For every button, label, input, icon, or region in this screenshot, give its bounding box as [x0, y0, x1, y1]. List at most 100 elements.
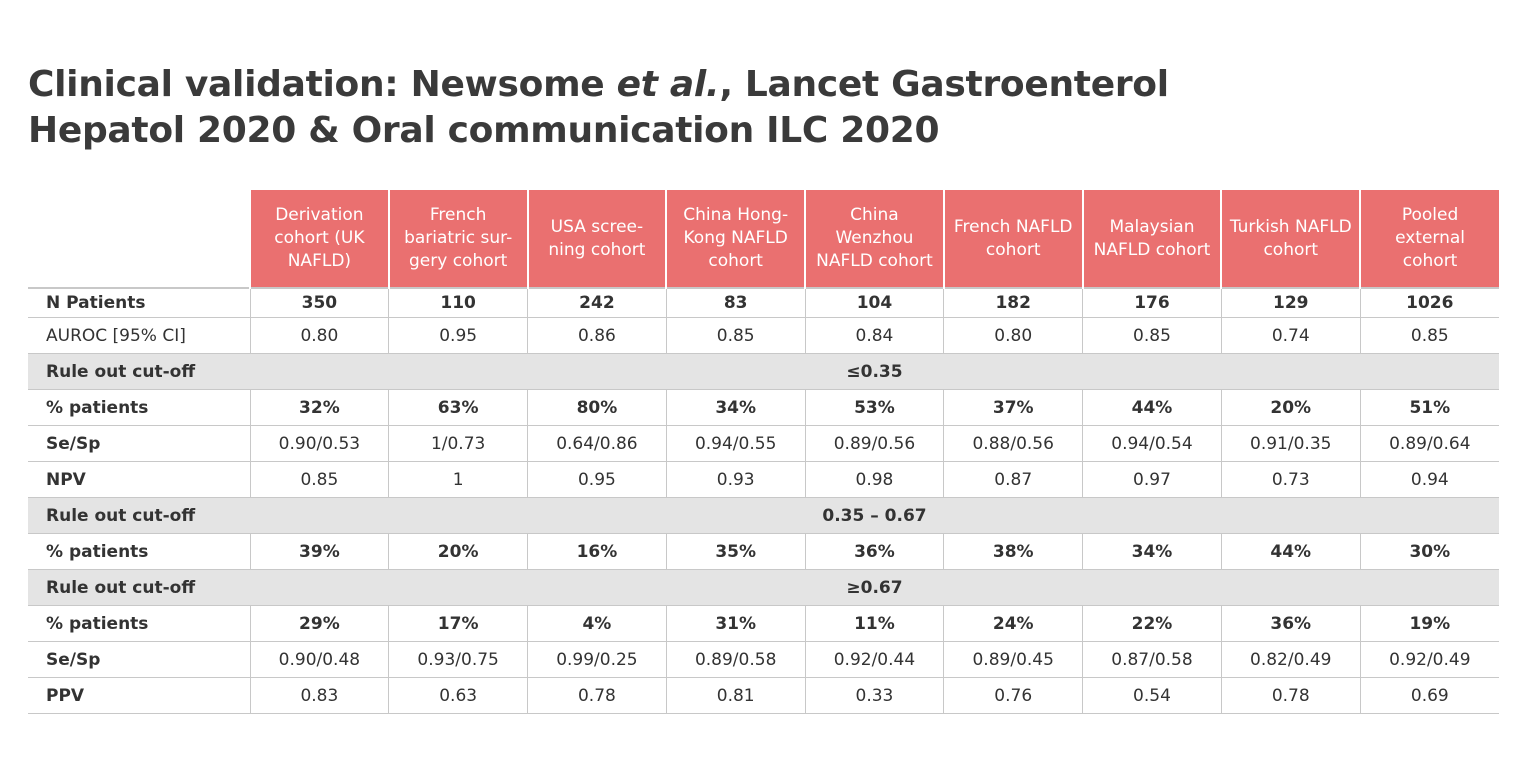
header-row: Derivation cohort (UK NAFLD) French baria…: [28, 190, 1499, 288]
title-line-2: Hepatol 2020 & Oral communication ILC 20…: [28, 110, 940, 151]
table-cell: 0.85: [249, 461, 389, 498]
table-cell: 0.94: [1359, 461, 1499, 498]
table-row: % patients 39% 20% 16% 35% 36% 38% 34% 44% 30%: [28, 533, 1499, 570]
table-cell: 0.89/0.58: [665, 641, 806, 678]
section-row: Rule out cut-off ≤0.35: [28, 353, 1499, 390]
column-header: USA scree-ning cohort: [526, 190, 667, 288]
table-cell: 0.92/0.44: [804, 641, 944, 678]
table-cell: 0.85: [1082, 317, 1222, 354]
table-cell: 32%: [249, 389, 389, 426]
table-cell: 37%: [943, 389, 1083, 426]
table-row: PPV 0.83 0.63 0.78 0.81 0.33 0.76 0.54 0.78 0.69: [28, 677, 1499, 714]
table-cell: 19%: [1359, 605, 1499, 642]
table-cell: 44%: [1220, 533, 1361, 570]
table-cell: 16%: [527, 533, 667, 570]
section-row: Rule out cut-off ≥0.67: [28, 569, 1499, 606]
row-label: N Patients: [28, 287, 250, 318]
table-cell: 0.73: [1220, 461, 1361, 498]
column-header: Turkish NAFLD cohort: [1220, 190, 1361, 288]
validation-table: Derivation cohort (UK NAFLD) French baria…: [28, 190, 1499, 714]
table-cell: 0.87: [943, 461, 1083, 498]
table-cell: 31%: [665, 605, 806, 642]
table-cell: 1: [388, 461, 528, 498]
table-cell: 83: [665, 287, 806, 318]
table-cell: 22%: [1082, 605, 1222, 642]
table-cell: 0.88/0.56: [943, 425, 1083, 462]
table-cell: 0.81: [665, 677, 806, 714]
table-cell: 80%: [527, 389, 667, 426]
cutoff-value: ≤0.35: [250, 353, 1499, 390]
table-cell: 104: [804, 287, 944, 318]
table-cell: 0.74: [1220, 317, 1361, 354]
table-cell: 0.86: [527, 317, 667, 354]
table-cell: 0.89/0.64: [1359, 425, 1499, 462]
table-cell: 182: [943, 287, 1083, 318]
column-header: Derivation cohort (UK NAFLD): [249, 190, 389, 288]
table-cell: 0.92/0.49: [1359, 641, 1499, 678]
table-cell: 30%: [1359, 533, 1499, 570]
table-cell: 0.99/0.25: [527, 641, 667, 678]
page-title: Clinical validation: Newsome et al., Lan…: [28, 62, 1169, 154]
column-header: French NAFLD cohort: [942, 190, 1083, 288]
column-header: Malaysian NAFLD cohort: [1081, 190, 1222, 288]
cutoff-value: 0.35 – 0.67: [250, 497, 1499, 534]
table-cell: 0.54: [1082, 677, 1222, 714]
table-cell: 29%: [249, 605, 389, 642]
table-cell: 0.84: [804, 317, 944, 354]
table-cell: 0.95: [527, 461, 667, 498]
table-cell: 176: [1082, 287, 1222, 318]
row-label: Rule out cut-off: [28, 497, 250, 534]
table-row: % patients 29% 17% 4% 31% 11% 24% 22% 36% 19%: [28, 605, 1499, 642]
table-cell: 0.69: [1359, 677, 1499, 714]
table-cell: 0.82/0.49: [1220, 641, 1361, 678]
table-cell: 44%: [1082, 389, 1222, 426]
row-label: Se/Sp: [28, 425, 250, 462]
table-cell: 0.33: [804, 677, 944, 714]
table-cell: 51%: [1359, 389, 1499, 426]
table-cell: 63%: [388, 389, 528, 426]
table-cell: 36%: [1220, 605, 1361, 642]
header-blank: [28, 190, 250, 288]
table-cell: 39%: [249, 533, 389, 570]
table-cell: 34%: [665, 389, 806, 426]
table-cell: 0.98: [804, 461, 944, 498]
table-cell: 1/0.73: [388, 425, 528, 462]
row-label: PPV: [28, 677, 250, 714]
table-row: NPV 0.85 1 0.95 0.93 0.98 0.87 0.97 0.73 0.94: [28, 461, 1499, 498]
table-cell: 0.89/0.45: [943, 641, 1083, 678]
table-cell: 0.87/0.58: [1082, 641, 1222, 678]
table-cell: 110: [388, 287, 528, 318]
table-cell: 0.95: [388, 317, 528, 354]
column-header: French bariatric sur-gery cohort: [387, 190, 528, 288]
table-cell: 0.80: [943, 317, 1083, 354]
row-label: Rule out cut-off: [28, 569, 250, 606]
table-cell: 38%: [943, 533, 1083, 570]
table-row: N Patients 350 110 242 83 104 182 176 129 1026: [28, 287, 1499, 318]
table-cell: 17%: [388, 605, 528, 642]
table-cell: 0.97: [1082, 461, 1222, 498]
table-cell: 0.63: [388, 677, 528, 714]
table-cell: 20%: [1220, 389, 1361, 426]
table-cell: 36%: [804, 533, 944, 570]
table-cell: 129: [1220, 287, 1361, 318]
table-cell: 0.78: [1220, 677, 1361, 714]
column-header: China Wenzhou NAFLD cohort: [804, 190, 944, 288]
row-label: Rule out cut-off: [28, 353, 250, 390]
table-cell: 0.90/0.53: [249, 425, 389, 462]
table-cell: 4%: [527, 605, 667, 642]
column-header: Pooled external cohort: [1359, 190, 1499, 288]
row-label: % patients: [28, 389, 250, 426]
row-label: % patients: [28, 533, 250, 570]
table-row: AUROC [95% CI] 0.80 0.95 0.86 0.85 0.84 0.80 0.…: [28, 317, 1499, 354]
table-cell: 0.76: [943, 677, 1083, 714]
row-label: Se/Sp: [28, 641, 250, 678]
table-cell: 0.89/0.56: [804, 425, 944, 462]
table-cell: 24%: [943, 605, 1083, 642]
table-cell: 0.85: [1359, 317, 1499, 354]
table-cell: 242: [527, 287, 667, 318]
row-label: NPV: [28, 461, 250, 498]
table-cell: 0.94/0.54: [1082, 425, 1222, 462]
table-cell: 35%: [665, 533, 806, 570]
table-cell: 0.85: [665, 317, 806, 354]
table-cell: 350: [249, 287, 389, 318]
